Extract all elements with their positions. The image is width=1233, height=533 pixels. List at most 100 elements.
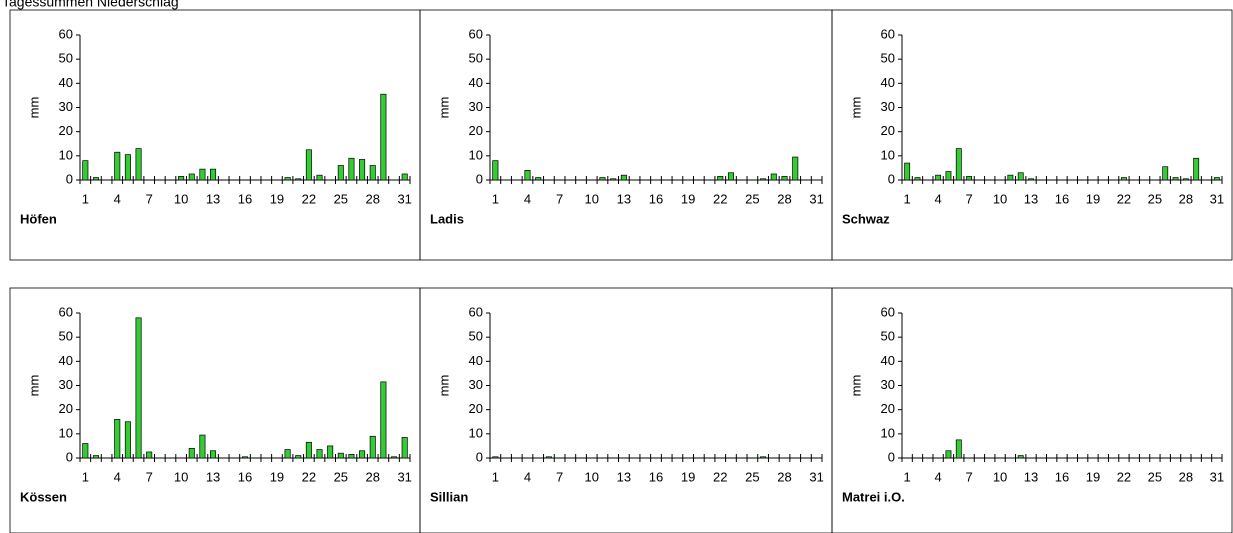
bar (188, 173, 195, 181)
bar (295, 455, 302, 459)
bar (914, 177, 921, 181)
x-tick-label: 1 (904, 469, 911, 484)
x-tick-label: 16 (1055, 191, 1069, 206)
x-tick-label: 10 (585, 191, 599, 206)
x-tick-label: 13 (206, 469, 220, 484)
x-tick-label: 25 (1148, 191, 1162, 206)
y-tick-label: 50 (59, 51, 73, 66)
x-tick-label: 4 (524, 191, 531, 206)
bar (760, 456, 767, 459)
y-tick-label: 40 (59, 353, 73, 368)
bar (401, 437, 408, 459)
bar (391, 456, 398, 459)
bar (717, 176, 724, 181)
bar (284, 449, 291, 459)
y-tick-label: 40 (469, 353, 483, 368)
bar (146, 451, 153, 459)
y-tick-label: 20 (881, 123, 895, 138)
y-tick-label: 60 (59, 26, 73, 41)
bar (535, 177, 542, 181)
x-tick-label: 19 (270, 469, 284, 484)
x-tick-label: 10 (174, 191, 188, 206)
y-tick-label: 10 (59, 147, 73, 162)
x-tick-label: 28 (1179, 469, 1193, 484)
y-tick-label: 60 (469, 304, 483, 319)
x-tick-label: 16 (1055, 469, 1069, 484)
y-tick-label: 50 (59, 329, 73, 344)
bar (124, 154, 131, 181)
bar (770, 173, 777, 181)
bar (401, 173, 408, 181)
bar (359, 159, 366, 181)
bar (92, 177, 99, 181)
x-tick-label: 22 (1117, 191, 1131, 206)
bar (545, 456, 552, 459)
bar (337, 452, 344, 459)
bar (1162, 166, 1169, 181)
bar (966, 176, 973, 181)
y-tick-label: 40 (469, 75, 483, 90)
x-tick-label: 25 (334, 469, 348, 484)
bar (210, 450, 217, 459)
x-tick-label: 19 (270, 191, 284, 206)
y-tick-label: 10 (469, 425, 483, 440)
x-tick-label: 13 (1024, 469, 1038, 484)
chart-title: Matrei i.O. (842, 489, 905, 504)
bar (284, 177, 291, 181)
x-tick-label: 4 (935, 191, 942, 206)
bar (305, 149, 312, 181)
y-tick-label: 30 (469, 99, 483, 114)
bar (199, 168, 206, 181)
y-tick-label: 20 (469, 123, 483, 138)
bar (369, 165, 376, 181)
y-tick-label: 40 (59, 75, 73, 90)
bar (760, 178, 767, 181)
x-tick-label: 16 (649, 469, 663, 484)
bar (610, 178, 617, 181)
bar (82, 443, 89, 459)
y-tick-label: 0 (476, 171, 483, 186)
x-tick-label: 10 (585, 469, 599, 484)
bar (92, 455, 99, 459)
x-tick-label: 31 (397, 191, 411, 206)
x-tick-label: 4 (524, 469, 531, 484)
bar (1017, 455, 1024, 459)
panel-frame (831, 9, 1233, 261)
x-tick-label: 7 (146, 191, 153, 206)
y-axis-label: mm (436, 97, 451, 119)
bar (781, 176, 788, 181)
x-tick-label: 4 (114, 191, 121, 206)
bar (1017, 172, 1024, 181)
bar (199, 434, 206, 459)
bar (524, 169, 531, 181)
x-tick-label: 19 (1086, 191, 1100, 206)
y-tick-label: 0 (476, 449, 483, 464)
x-tick-label: 25 (1148, 469, 1162, 484)
x-tick-label: 25 (745, 469, 759, 484)
bar (1172, 177, 1179, 181)
y-tick-label: 60 (881, 304, 895, 319)
x-tick-label: 22 (302, 191, 316, 206)
bar (337, 165, 344, 181)
y-tick-label: 50 (469, 329, 483, 344)
y-tick-label: 60 (59, 304, 73, 319)
bar (935, 174, 942, 181)
bar (316, 449, 323, 459)
chart-title: Ladis (430, 211, 464, 226)
bar (599, 177, 606, 181)
bar (188, 447, 195, 459)
x-tick-label: 4 (935, 469, 942, 484)
y-tick-label: 40 (881, 75, 895, 90)
chart-title: Sillian (430, 489, 468, 504)
bar (945, 450, 952, 459)
bar (945, 171, 952, 181)
bar (124, 421, 131, 459)
bar (178, 176, 185, 181)
x-tick-label: 13 (206, 191, 220, 206)
x-tick-label: 4 (114, 469, 121, 484)
bar (904, 162, 911, 181)
y-tick-label: 0 (66, 171, 73, 186)
y-tick-label: 30 (881, 99, 895, 114)
bar (327, 445, 334, 459)
